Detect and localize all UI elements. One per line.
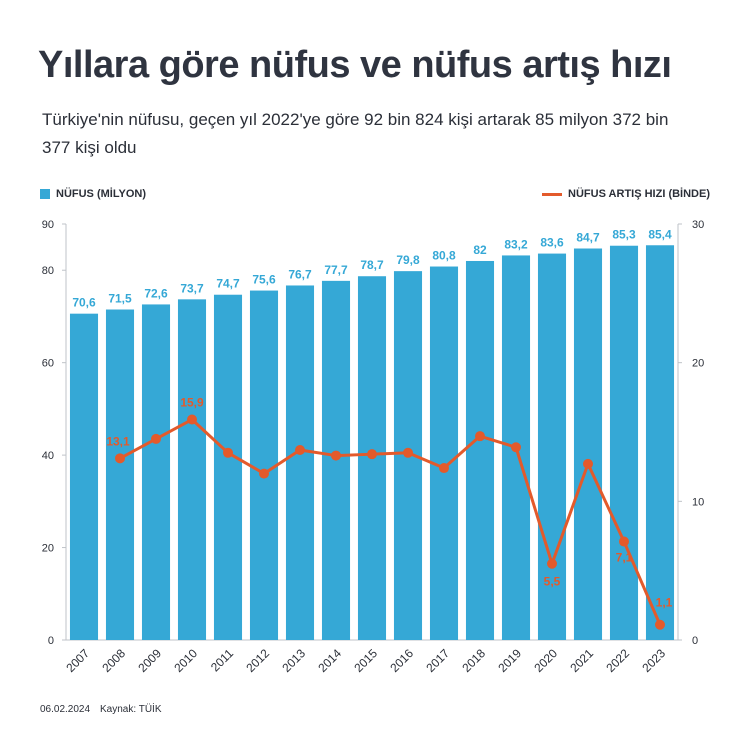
bar-value-label-2022: 85,3: [612, 228, 636, 242]
growth-rate-point-2020: [547, 558, 557, 569]
growth-rate-point-2015: [367, 449, 377, 460]
y-right-tick-label: 20: [692, 358, 704, 370]
bar-value-label-2021: 84,7: [576, 230, 600, 244]
growth-rate-point-2017: [439, 463, 449, 474]
y-left-tick-label: 90: [42, 219, 54, 231]
growth-rate-point-2010: [187, 414, 197, 425]
bar-value-label-2007: 70,6: [72, 296, 96, 310]
bar-value-label-2016: 79,8: [396, 253, 420, 267]
y-right-tick-label: 0: [692, 635, 698, 647]
bar-value-label-2010: 73,7: [180, 281, 204, 295]
y-left-tick-label: 20: [42, 543, 54, 555]
x-tick-label-2022: 2022: [603, 646, 632, 675]
growth-rate-point-2018: [475, 431, 485, 442]
legend-line: NÜFUS ARTIŞ HIZI (BİNDE): [542, 188, 710, 200]
bar-2020: [537, 253, 567, 641]
line-value-label-2020: 5,5: [544, 575, 561, 589]
legend-line-label: NÜFUS ARTIŞ HIZI (BİNDE): [568, 188, 710, 200]
bar-value-label-2015: 78,7: [360, 258, 384, 272]
x-tick-label-2011: 2011: [208, 646, 236, 674]
line-value-label-2008: 13,1: [106, 434, 130, 448]
bar-value-label-2020: 83,6: [540, 236, 564, 250]
growth-rate-point-2023: [655, 619, 665, 630]
y-right-tick-label: 30: [692, 219, 704, 231]
growth-rate-point-2012: [259, 468, 269, 479]
bar-value-label-2008: 71,5: [108, 292, 132, 306]
growth-rate-point-2013: [295, 445, 305, 456]
bar-2010: [177, 299, 207, 640]
x-tick-label-2019: 2019: [495, 646, 524, 675]
x-tick-label-2016: 2016: [387, 646, 416, 675]
bar-2022: [609, 245, 639, 641]
x-tick-label-2017: 2017: [423, 646, 452, 675]
legend-bar-swatch: [40, 189, 50, 199]
x-tick-label-2021: 2021: [567, 646, 596, 675]
legend-bars: NÜFUS (MİLYON): [40, 188, 146, 200]
bar-2012: [249, 290, 279, 640]
bar-2008: [105, 309, 135, 640]
bar-value-label-2023: 85,4: [648, 227, 672, 241]
bar-2007: [69, 313, 99, 640]
line-value-label-2010: 15,9: [180, 396, 204, 410]
growth-rate-point-2011: [223, 447, 233, 458]
growth-rate-point-2008: [115, 453, 125, 464]
bar-value-label-2012: 75,6: [252, 273, 276, 287]
bar-2023: [645, 245, 675, 641]
bar-value-label-2018: 82: [473, 243, 487, 257]
bar-2021: [573, 248, 603, 640]
x-tick-label-2013: 2013: [279, 646, 308, 675]
line-value-label-2022: 7,1: [616, 551, 633, 565]
line-value-label-2023: 1,1: [656, 596, 673, 610]
legend-bars-label: NÜFUS (MİLYON): [56, 188, 147, 200]
bar-value-label-2019: 83,2: [504, 237, 528, 251]
growth-rate-point-2021: [583, 458, 593, 469]
bar-value-label-2014: 77,7: [324, 263, 348, 277]
bar-2011: [213, 294, 243, 640]
y-left-tick-label: 0: [48, 635, 54, 647]
bar-2013: [285, 285, 315, 640]
x-tick-label-2008: 2008: [99, 646, 128, 675]
growth-rate-point-2019: [511, 442, 521, 453]
y-left-tick-label: 60: [42, 358, 54, 370]
footer-date: 06.02.2024: [40, 704, 91, 715]
x-tick-label-2023: 2023: [639, 646, 668, 675]
chart-title: Yıllara göre nüfus ve nüfus artış hızı: [38, 44, 672, 86]
bar-value-label-2009: 72,6: [144, 286, 168, 300]
y-left-tick-label: 80: [42, 265, 54, 277]
bar-2009: [141, 304, 171, 640]
x-tick-label-2018: 2018: [459, 646, 488, 675]
x-tick-label-2010: 2010: [171, 646, 200, 675]
bar-2018: [465, 260, 495, 640]
x-tick-label-2020: 2020: [531, 646, 560, 675]
chart-subtitle: Türkiye'nin nüfusu, geçen yıl 2022'ye gö…: [42, 110, 669, 157]
growth-rate-point-2014: [331, 450, 341, 461]
bar-value-label-2017: 80,8: [432, 249, 456, 263]
bar-value-label-2013: 76,7: [288, 267, 312, 281]
footer-source: Kaynak: TÜİK: [100, 704, 162, 715]
growth-rate-point-2009: [151, 433, 161, 444]
bar-value-label-2011: 74,7: [216, 277, 240, 291]
x-tick-label-2014: 2014: [315, 646, 344, 675]
growth-rate-point-2016: [403, 447, 413, 458]
y-left-tick-label: 40: [42, 450, 54, 462]
growth-rate-point-2022: [619, 536, 629, 547]
x-tick-label-2012: 2012: [243, 646, 272, 675]
x-tick-label-2007: 2007: [63, 646, 92, 675]
growth-rate-line: [119, 418, 662, 626]
y-right-tick-label: 10: [692, 496, 704, 508]
legend-line-swatch: [542, 192, 563, 196]
bar-2017: [429, 266, 459, 640]
x-tick-label-2015: 2015: [351, 646, 380, 675]
x-tick-label-2009: 2009: [135, 646, 164, 675]
